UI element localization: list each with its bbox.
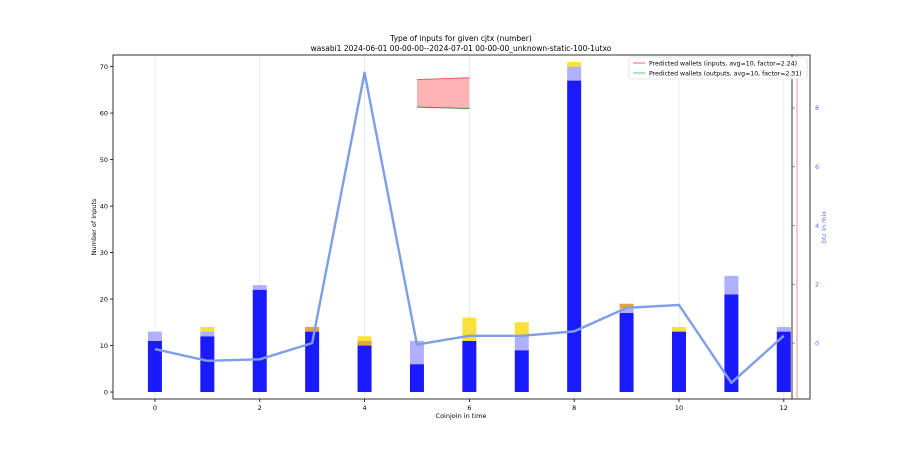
y-tick-label: 40 (100, 202, 108, 210)
bar-segment-0 (305, 331, 320, 393)
bar-segment-0 (567, 80, 582, 393)
bar-segment-1 (776, 326, 791, 332)
bar-segment-3 (671, 326, 686, 332)
bar-segment-2 (357, 340, 372, 346)
x-tick-label: 6 (467, 404, 471, 412)
bar-segment-0 (671, 331, 686, 393)
x-tick-label: 8 (572, 404, 576, 412)
bar-segment-3 (357, 336, 372, 341)
y-tick-label: 60 (100, 109, 108, 117)
bar-segment-0 (514, 350, 529, 393)
y-tick-label: 70 (100, 63, 108, 71)
x-axis-label: Coinjoin in time (436, 412, 487, 420)
y2-tick-label: 0 (815, 339, 819, 347)
predicted-band (416, 77, 470, 109)
y2-tick-label: 2 (815, 281, 819, 289)
bar-segment-3 (567, 61, 582, 67)
x-tick-label: 12 (780, 404, 788, 412)
y-tick-label: 30 (100, 249, 108, 257)
chart-title: Type of inputs for given cjtx (number) (389, 34, 532, 43)
bar-segment-1 (724, 275, 739, 295)
bar-segment-0 (252, 289, 267, 393)
bar-segment-3 (200, 326, 215, 332)
y2-tick-label: 4 (815, 222, 819, 230)
bar-segment-1 (514, 336, 529, 351)
y2-axis: 0 2 4 6 8 (792, 104, 819, 347)
y2-axis-label: btc in mix (820, 211, 828, 243)
y-axis: 0 10 20 30 40 50 60 70 (100, 63, 113, 396)
bar-segment-0 (462, 340, 477, 393)
bar-segment-0 (147, 340, 162, 393)
plot-frame (112, 54, 811, 400)
y2-tick-label: 8 (815, 104, 819, 112)
bar-segment-1 (409, 340, 424, 365)
y-axis-label: Number of inputs (90, 198, 98, 255)
bar-segment-1 (619, 308, 634, 313)
predicted-outputs-line (416, 106, 470, 109)
legend-label: Predicted wallets (outputs, avg=10, fact… (649, 70, 802, 77)
bar-segment-3 (514, 322, 529, 337)
x-tick-label: 4 (362, 404, 366, 412)
legend-label: Predicted wallets (inputs, avg=10, facto… (649, 60, 797, 67)
x-axis: 0 2 4 6 8 10 12 (153, 399, 788, 412)
bar-segment-1 (252, 285, 267, 290)
chart-subtitle: wasabi1 2024-06-01 00-00-00--2024-07-01 … (311, 44, 612, 53)
btc-line (154, 71, 785, 385)
bar-segment-0 (724, 294, 739, 393)
bar-segment-2 (305, 326, 320, 332)
bar-segment-1 (567, 66, 582, 81)
y-tick-label: 50 (100, 156, 108, 164)
y2-tick-label: 6 (815, 163, 819, 171)
y-tick-label: 10 (100, 342, 108, 350)
x-tick-label: 0 (153, 404, 157, 412)
bar-segment-0 (619, 313, 634, 393)
predicted-band-area (416, 77, 470, 109)
x-tick-label: 10 (675, 404, 683, 412)
bar-segment-0 (776, 331, 791, 393)
y-tick-label: 20 (100, 295, 108, 303)
bar-segment-0 (200, 336, 215, 393)
legend-box (628, 56, 808, 80)
legend: Predicted wallets (inputs, avg=10, facto… (628, 56, 808, 80)
bar-segment-1 (147, 331, 162, 341)
bar-segment-1 (200, 331, 215, 337)
bars (147, 61, 791, 393)
bar-segment-0 (409, 364, 424, 393)
y-tick-label: 0 (104, 388, 108, 396)
btc-in-mix-line (154, 71, 785, 385)
bar-segment-0 (357, 345, 372, 393)
bar-segment-2 (619, 303, 634, 309)
x-tick-label: 2 (258, 404, 262, 412)
predicted-inputs-line (416, 77, 470, 81)
